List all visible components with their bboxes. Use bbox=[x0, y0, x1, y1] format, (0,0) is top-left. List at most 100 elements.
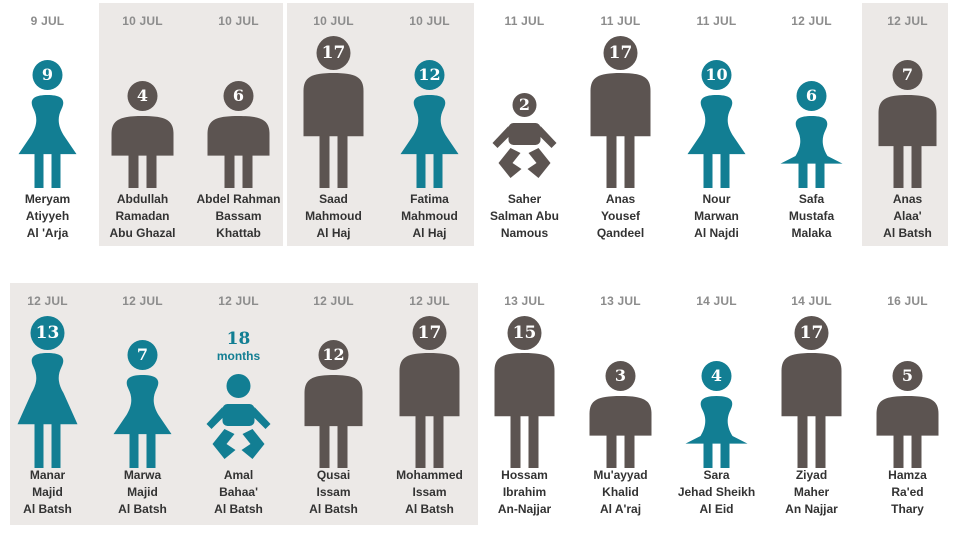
female-figure-icon bbox=[685, 361, 748, 468]
victim-card: 14 JUL 17 Ziyad Maher An Najjar bbox=[764, 283, 859, 528]
victim-name-line: Anas bbox=[605, 192, 636, 206]
age-label: 7 bbox=[901, 65, 914, 84]
age-label: 6 bbox=[805, 86, 818, 105]
figure bbox=[113, 340, 172, 468]
figure bbox=[17, 316, 78, 468]
figure bbox=[400, 60, 459, 188]
victim-name-line: Al 'Arja bbox=[26, 226, 69, 240]
victim-name-line: Al Batsh bbox=[309, 502, 358, 516]
victim-name-line: Namous bbox=[500, 226, 549, 240]
age-label: 6 bbox=[232, 86, 245, 105]
death-date: 10 JUL bbox=[409, 14, 450, 28]
victim-card: 12 JUL 7 Anas Alaa' Al Batsh bbox=[860, 3, 955, 248]
female-figure-icon bbox=[780, 81, 843, 188]
male-figure-icon bbox=[876, 361, 939, 468]
age-label: 18 bbox=[226, 329, 251, 349]
age-label: 15 bbox=[512, 323, 537, 343]
age-label: 7 bbox=[136, 345, 149, 364]
male-figure-icon bbox=[781, 316, 842, 468]
victim-name-line: Marwa bbox=[123, 468, 162, 482]
victim-name-line: An-Najjar bbox=[497, 502, 552, 516]
victim-card: 12 JUL 7 Marwa Majid Al Batsh bbox=[95, 283, 190, 528]
age-label: 17 bbox=[799, 323, 824, 343]
male-figure-icon bbox=[399, 316, 460, 468]
victim-name-line: Al Batsh bbox=[405, 502, 454, 516]
victim-name: Mohammed Issam Al Batsh bbox=[382, 467, 477, 518]
victim-card: 14 JUL 4 Sara Jehad Sheikh Al Eid bbox=[669, 283, 764, 528]
victim-name: Saad Mahmoud Al Haj bbox=[286, 191, 381, 242]
victim-card: 13 JUL 3 Mu'ayyad Khalid Al A'raj bbox=[573, 283, 668, 528]
victim-name-line: Abu Ghazal bbox=[109, 226, 176, 240]
death-date: 11 JUL bbox=[504, 14, 545, 28]
death-date: 12 JUL bbox=[791, 14, 832, 28]
victim-name: Hossam Ibrahim An-Najjar bbox=[477, 467, 572, 518]
victim-name-line: Majid bbox=[32, 485, 63, 499]
figure bbox=[18, 60, 77, 188]
victim-name: Abdullah Ramadan Abu Ghazal bbox=[95, 191, 190, 242]
victim-name: Nour Marwan Al Najdi bbox=[669, 191, 764, 242]
death-date: 12 JUL bbox=[218, 294, 259, 308]
victim-card: 11 JUL 2 Saher Salman Abu Namous bbox=[477, 3, 572, 248]
victim-name-line: Thary bbox=[891, 502, 924, 516]
victim-name-line: Al Batsh bbox=[23, 502, 72, 516]
figure bbox=[303, 36, 364, 188]
death-date: 12 JUL bbox=[27, 294, 68, 308]
victim-name-line: Abdel Rahman bbox=[196, 192, 281, 206]
baby-figure-icon bbox=[206, 374, 271, 459]
figure bbox=[780, 81, 843, 188]
victim-name-line: Al Haj bbox=[316, 226, 351, 240]
victim-name-line: Meryam bbox=[24, 192, 71, 206]
age-label: 13 bbox=[35, 323, 60, 343]
victim-name-line: Ibrahim bbox=[502, 485, 547, 499]
female-figure-icon bbox=[18, 60, 77, 188]
age-label: 17 bbox=[417, 323, 442, 343]
victim-name-line: Nour bbox=[702, 192, 731, 206]
victim-name-line: Ramadan bbox=[115, 209, 170, 223]
victim-name-line: Mu'ayyad bbox=[593, 468, 648, 482]
victim-name-line: Al Najdi bbox=[694, 226, 739, 240]
victim-name: Mu'ayyad Khalid Al A'raj bbox=[573, 467, 668, 518]
victim-name-line: Maher bbox=[793, 485, 830, 499]
victim-name-line: An Najjar bbox=[785, 502, 838, 516]
victim-name: Anas Yousef Qandeel bbox=[573, 191, 668, 242]
victim-name-line: Issam bbox=[316, 485, 351, 499]
death-date: 13 JUL bbox=[600, 294, 641, 308]
victim-name-line: Hamza bbox=[888, 468, 927, 482]
figure bbox=[589, 361, 652, 468]
victim-name-line: Abdullah bbox=[116, 192, 169, 206]
victim-name-line: Saher bbox=[507, 192, 542, 206]
victim-name-line: Mustafa bbox=[788, 209, 835, 223]
victim-name: Fatima Mahmoud Al Haj bbox=[382, 191, 477, 242]
victim-name-line: Safa bbox=[798, 192, 825, 206]
victim-name-line: Alaa' bbox=[893, 209, 922, 223]
victim-name-line: Ra'ed bbox=[891, 485, 924, 499]
victim-card: 12 JUL 13 Manar Majid Al Batsh bbox=[0, 283, 95, 528]
victim-name-line: Majid bbox=[127, 485, 158, 499]
figure bbox=[878, 60, 937, 188]
death-date: 12 JUL bbox=[409, 294, 450, 308]
male-figure-icon bbox=[207, 81, 270, 188]
age-label: 17 bbox=[321, 43, 346, 63]
death-date: 12 JUL bbox=[313, 294, 354, 308]
victim-name: Meryam Atiyyeh Al 'Arja bbox=[0, 191, 95, 242]
figure bbox=[206, 374, 271, 459]
death-date: 16 JUL bbox=[887, 294, 928, 308]
victim-name: Anas Alaa' Al Batsh bbox=[860, 191, 955, 242]
victim-name-line: Qusai bbox=[316, 468, 351, 482]
victim-card: 10 JUL 6 Abdel Rahman Bassam Khattab bbox=[191, 3, 286, 248]
victim-name-line: Manar bbox=[29, 468, 66, 482]
victim-name-line: Ziyad bbox=[795, 468, 828, 482]
figure bbox=[207, 81, 270, 188]
figure bbox=[494, 316, 555, 468]
figure bbox=[304, 340, 363, 468]
victim-card: 10 JUL 17 Saad Mahmoud Al Haj bbox=[286, 3, 381, 248]
victim-name-line: Marwan bbox=[694, 209, 739, 223]
victim-name-line: Saad bbox=[319, 192, 348, 206]
victim-name: Amal Bahaa' Al Batsh bbox=[191, 467, 286, 518]
victim-name-line: Al Batsh bbox=[214, 502, 263, 516]
victim-card: 13 JUL 15 Hossam Ibrahim An-Najjar bbox=[477, 283, 572, 528]
female-figure-icon bbox=[17, 316, 78, 468]
age-label: 5 bbox=[901, 366, 914, 385]
female-figure-icon bbox=[113, 340, 172, 468]
victim-name-line: Al Haj bbox=[412, 226, 447, 240]
